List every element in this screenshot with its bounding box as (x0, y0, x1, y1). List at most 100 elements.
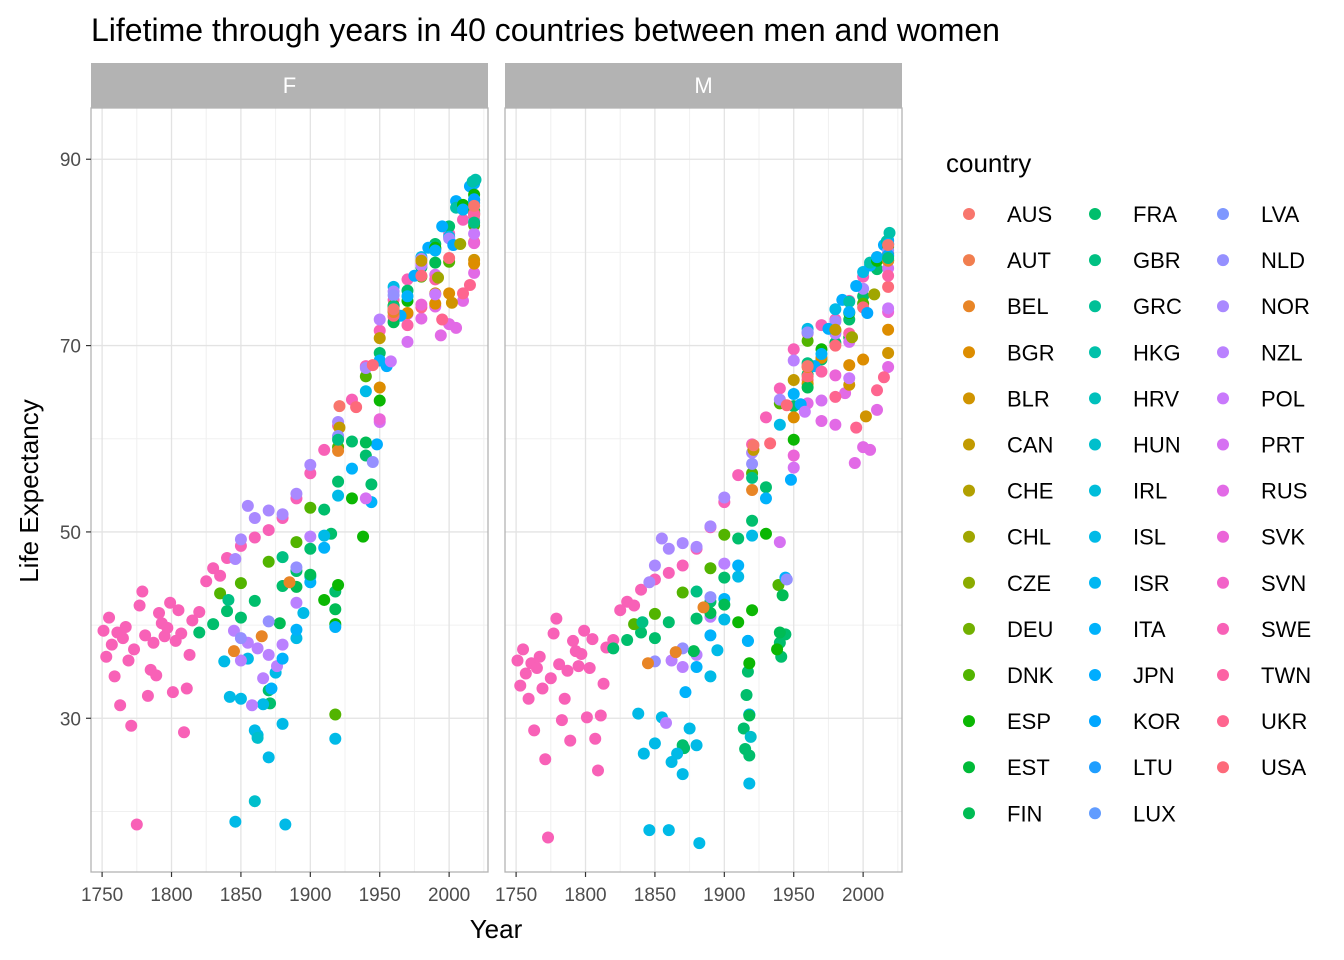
legend-label: SVN (1261, 571, 1306, 596)
legend-item-jpn: JPN (1089, 663, 1175, 688)
data-point-fra (304, 542, 317, 555)
legend-item-aus: AUS (963, 202, 1052, 227)
data-point-aus (882, 238, 895, 251)
data-point-fra (740, 688, 753, 701)
data-point-swe (597, 677, 610, 690)
legend-item-blr: BLR (963, 386, 1050, 411)
data-point-isl (632, 707, 645, 720)
y-tick-label: 30 (60, 709, 81, 730)
data-point-nld (780, 573, 793, 586)
data-point-isl (234, 692, 247, 705)
data-point-fra (332, 475, 345, 488)
data-point-chl (868, 288, 881, 301)
data-point-ita (290, 623, 303, 636)
data-point-ita (732, 559, 745, 572)
data-point-swe (580, 711, 593, 724)
data-point-swe (193, 606, 206, 619)
data-point-ukr (457, 287, 470, 300)
legend-item-che: CHE (963, 479, 1053, 504)
legend-label: LTU (1133, 755, 1173, 780)
data-point-swe (100, 650, 113, 663)
data-point-twn (882, 269, 895, 282)
data-point-bel (669, 646, 682, 659)
legend-label: CHE (1007, 479, 1053, 504)
y-tick-label: 70 (60, 337, 81, 358)
data-point-swe (732, 469, 745, 482)
data-point-ukr (463, 279, 476, 292)
data-point-swe (183, 648, 196, 661)
data-point-swe (139, 629, 152, 642)
data-point-swe (522, 692, 535, 705)
legend-key (963, 254, 975, 267)
data-point-isl (332, 489, 345, 502)
legend-label: NOR (1261, 294, 1310, 319)
data-point-nor (304, 458, 317, 471)
data-point-aus (801, 360, 814, 373)
data-point-jpn (850, 279, 863, 292)
data-point-rus (829, 418, 842, 431)
data-point-swe (166, 686, 179, 699)
data-point-isl (359, 385, 372, 398)
legend-key (963, 392, 975, 405)
data-point-nld (366, 456, 379, 469)
data-point-fra (759, 481, 772, 494)
data-point-dnk (648, 607, 661, 620)
data-point-fin (801, 381, 814, 394)
legend-title: country (946, 148, 1031, 178)
data-point-swe (547, 627, 560, 640)
legend-label: GBR (1133, 248, 1181, 273)
data-point-isl (318, 529, 331, 542)
data-point-swe (787, 343, 800, 356)
legend-item-dnk: DNK (963, 663, 1054, 688)
legend-item-ukr: UKR (1217, 709, 1307, 734)
data-point-aus (333, 400, 346, 413)
data-point-isl (743, 777, 756, 790)
legend-key (963, 484, 975, 497)
data-point-swe (528, 724, 541, 737)
legend-label: UKR (1261, 709, 1307, 734)
x-tick-label: 1900 (289, 885, 331, 906)
data-point-swe (533, 650, 546, 663)
panel-border (504, 107, 903, 873)
data-point-rus (815, 415, 828, 428)
data-point-swe (172, 604, 185, 617)
legend-key (1217, 530, 1229, 543)
data-point-fra (737, 722, 750, 735)
data-point-swe (133, 599, 146, 612)
data-point-gbr (746, 471, 759, 484)
data-point-nzl (234, 654, 247, 667)
legend-label: PRT (1261, 433, 1305, 458)
data-point-isl (262, 751, 275, 764)
data-point-swe (628, 599, 641, 612)
x-tick-label: 1900 (703, 885, 745, 906)
data-point-fin (687, 645, 700, 658)
legend-item-cze: CZE (963, 571, 1051, 596)
data-point-swe (178, 726, 191, 739)
data-point-hkg (843, 295, 856, 308)
data-point-isl (671, 747, 684, 760)
legend-label: EST (1007, 755, 1050, 780)
legend-label: ESP (1007, 709, 1051, 734)
data-point-isl (662, 824, 675, 837)
data-point-esp (373, 394, 386, 407)
data-point-ukr (436, 313, 449, 326)
data-point-rus (882, 361, 895, 374)
legend: country AUS AUT BEL BGR BLR CAN CHE CHL CZE DEU DN… (946, 148, 1311, 826)
data-point-rus (468, 266, 481, 279)
data-point-swe (125, 719, 138, 732)
data-point-nor (234, 533, 247, 546)
data-point-nld (746, 457, 759, 470)
facet-strip-label: M (694, 73, 712, 98)
data-point-nzl (290, 596, 303, 609)
panel-background (505, 108, 902, 872)
legend-item-fin: FIN (963, 801, 1042, 826)
data-point-isl (693, 837, 706, 850)
legend-item-nor: NOR (1217, 294, 1310, 319)
legend-key (1217, 622, 1229, 635)
legend-item-lva: LVA (1217, 202, 1300, 227)
legend-key (1089, 484, 1101, 497)
data-point-isl (648, 737, 661, 750)
data-point-jpn (784, 473, 797, 486)
data-point-fra (234, 611, 247, 624)
data-point-bel (746, 484, 759, 496)
